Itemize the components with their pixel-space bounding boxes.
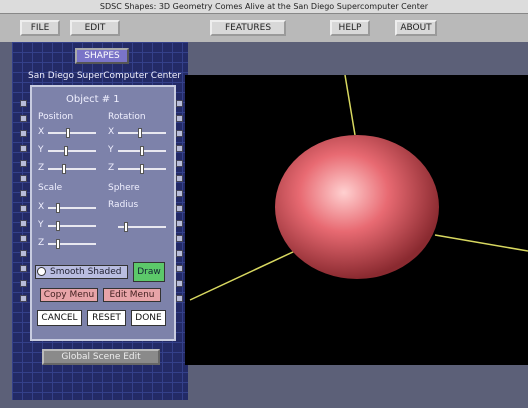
menu-features[interactable]: FEATURES (210, 20, 286, 36)
slider-track (118, 132, 166, 134)
menu-file[interactable]: FILE (20, 20, 60, 36)
smooth-toggle[interactable]: Smooth Shaded (35, 265, 128, 279)
axis-line (434, 234, 528, 252)
side-square (176, 295, 183, 302)
axis-label: X (38, 202, 45, 212)
position-label: Position (38, 112, 74, 122)
axis-label: Y (38, 220, 44, 230)
slider-track (118, 226, 166, 228)
sidebar-caption: San Diego SuperComputer Center (28, 71, 182, 81)
cancel-button[interactable]: CANCEL (37, 310, 82, 326)
side-square (176, 235, 183, 242)
side-square (20, 175, 27, 182)
global-scene-button[interactable]: Global Scene Edit (42, 349, 160, 365)
viewport (185, 75, 528, 365)
shapes-button[interactable]: SHAPES (75, 48, 129, 64)
side-square (176, 220, 183, 227)
slider-knob[interactable] (140, 164, 144, 174)
axis-label: Y (38, 145, 44, 155)
slider-track (48, 243, 96, 245)
edit-menu-button[interactable]: Edit Menu (103, 288, 161, 302)
side-square (20, 205, 27, 212)
side-square (176, 130, 183, 137)
toggle-dot (37, 267, 46, 276)
side-square (20, 190, 27, 197)
slider-knob[interactable] (56, 203, 60, 213)
side-square (20, 115, 27, 122)
axis-line (344, 75, 356, 136)
side-square (20, 220, 27, 227)
slider-knob[interactable] (124, 222, 128, 232)
axis-label: Z (38, 163, 45, 173)
rotation-label: Rotation (108, 112, 146, 122)
side-square (176, 205, 183, 212)
side-square (176, 280, 183, 287)
side-square (176, 265, 183, 272)
side-square (20, 235, 27, 242)
menu-about[interactable]: ABOUT (395, 20, 437, 36)
object-panel (30, 85, 176, 341)
side-square (176, 115, 183, 122)
axis-label: Y (108, 145, 114, 155)
title-bar: SDSC Shapes: 3D Geometry Comes Alive at … (0, 0, 528, 14)
panel-title: Object # 1 (66, 94, 120, 105)
slider-track (48, 207, 96, 209)
slider-knob[interactable] (140, 146, 144, 156)
side-square (176, 175, 183, 182)
axis-line (189, 250, 296, 301)
slider-track (48, 150, 96, 152)
side-square (20, 265, 27, 272)
axis-label: Z (108, 163, 115, 173)
side-square (176, 190, 183, 197)
side-square (176, 145, 183, 152)
slider-track (48, 132, 96, 134)
side-square (20, 160, 27, 167)
side-square (20, 280, 27, 287)
scale-label: Scale (38, 183, 63, 193)
slider-knob[interactable] (64, 146, 68, 156)
axis-label: Z (38, 238, 45, 248)
side-square (20, 100, 27, 107)
draw-button[interactable]: Draw (133, 262, 165, 282)
menu-edit[interactable]: EDIT (70, 20, 120, 36)
reset-button[interactable]: RESET (87, 310, 126, 326)
side-square (176, 100, 183, 107)
copy-menu-button[interactable]: Copy Menu (40, 288, 98, 302)
slider-track (48, 225, 96, 227)
slider-knob[interactable] (138, 128, 142, 138)
axis-label: X (38, 127, 45, 137)
side-square (176, 250, 183, 257)
shape-label: Sphere (108, 183, 140, 193)
done-button[interactable]: DONE (131, 310, 166, 326)
slider-knob[interactable] (56, 221, 60, 231)
menu-help[interactable]: HELP (330, 20, 370, 36)
side-square (20, 250, 27, 257)
radius-label: Radius (108, 200, 139, 210)
side-square (20, 130, 27, 137)
side-square (20, 145, 27, 152)
axis-label: X (108, 127, 115, 137)
sphere (275, 135, 439, 279)
slider-track (48, 168, 96, 170)
side-square (176, 160, 183, 167)
side-square (20, 295, 27, 302)
slider-knob[interactable] (56, 239, 60, 249)
slider-knob[interactable] (62, 164, 66, 174)
slider-knob[interactable] (66, 128, 70, 138)
